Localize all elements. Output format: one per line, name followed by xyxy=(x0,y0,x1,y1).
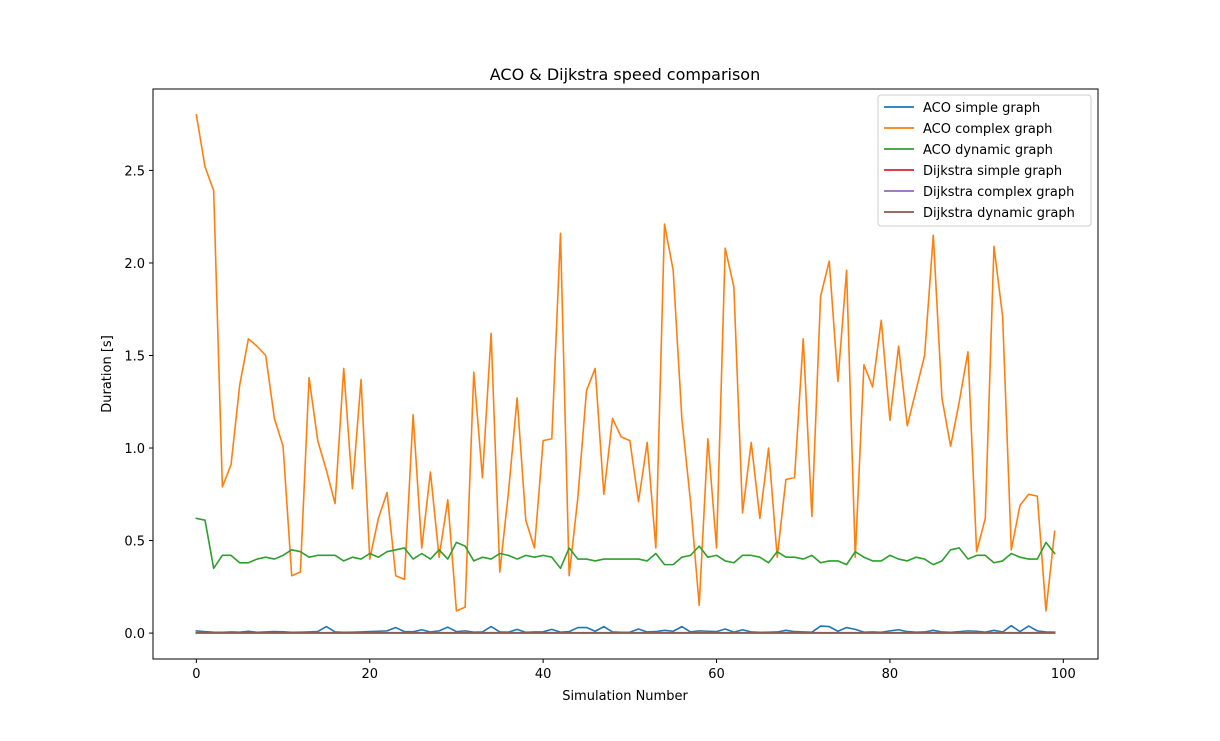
plot-area xyxy=(152,88,1099,660)
legend-box xyxy=(877,94,1092,227)
chart-title: ACO & Dijkstra speed comparison xyxy=(490,65,760,84)
x-tick-label: 80 xyxy=(882,667,899,682)
x-axis-label: Simulation Number xyxy=(562,689,688,704)
x-tick-label: 100 xyxy=(1051,667,1076,682)
y-tick-label: 0.5 xyxy=(124,535,145,550)
y-tick-label: 2.5 xyxy=(124,164,145,179)
x-tick-label: 40 xyxy=(535,667,552,682)
legend: ACO simple graph ACO complex graph ACO dyn… xyxy=(877,94,1092,227)
x-tick-label: 20 xyxy=(361,667,378,682)
y-tick-label: 0.0 xyxy=(124,627,145,642)
y-axis-label: Duration [s] xyxy=(100,335,115,413)
series-line-aco-dynamic-graph xyxy=(195,517,1056,570)
y-tick-label: 1.0 xyxy=(124,442,145,457)
series-line-aco-complex-graph xyxy=(195,113,1056,612)
legend-items: ACO simple graph ACO complex graph ACO dyn… xyxy=(884,101,1075,221)
y-axis-ticks: 0.0 0.5 1.0 1.5 2.0 2.5 xyxy=(124,164,153,642)
legend-label-aco-dynamic-graph: ACO dynamic graph xyxy=(923,143,1053,158)
y-tick-label: 2.0 xyxy=(124,257,145,272)
x-tick-label: 0 xyxy=(192,667,200,682)
y-tick-label: 1.5 xyxy=(124,349,145,364)
legend-label-aco-simple-graph: ACO simple graph xyxy=(923,101,1040,116)
x-axis-ticks: 0 20 40 60 80 100 xyxy=(192,659,1076,682)
legend-label-aco-complex-graph: ACO complex graph xyxy=(923,122,1052,137)
series-group xyxy=(195,113,1056,634)
x-tick-label: 60 xyxy=(708,667,725,682)
legend-label-dijkstra-complex-graph: Dijkstra complex graph xyxy=(923,185,1074,200)
legend-label-dijkstra-simple-graph: Dijkstra simple graph xyxy=(923,164,1062,179)
legend-label-dijkstra-dynamic-graph: Dijkstra dynamic graph xyxy=(923,206,1075,221)
axes-frame xyxy=(152,88,1099,660)
